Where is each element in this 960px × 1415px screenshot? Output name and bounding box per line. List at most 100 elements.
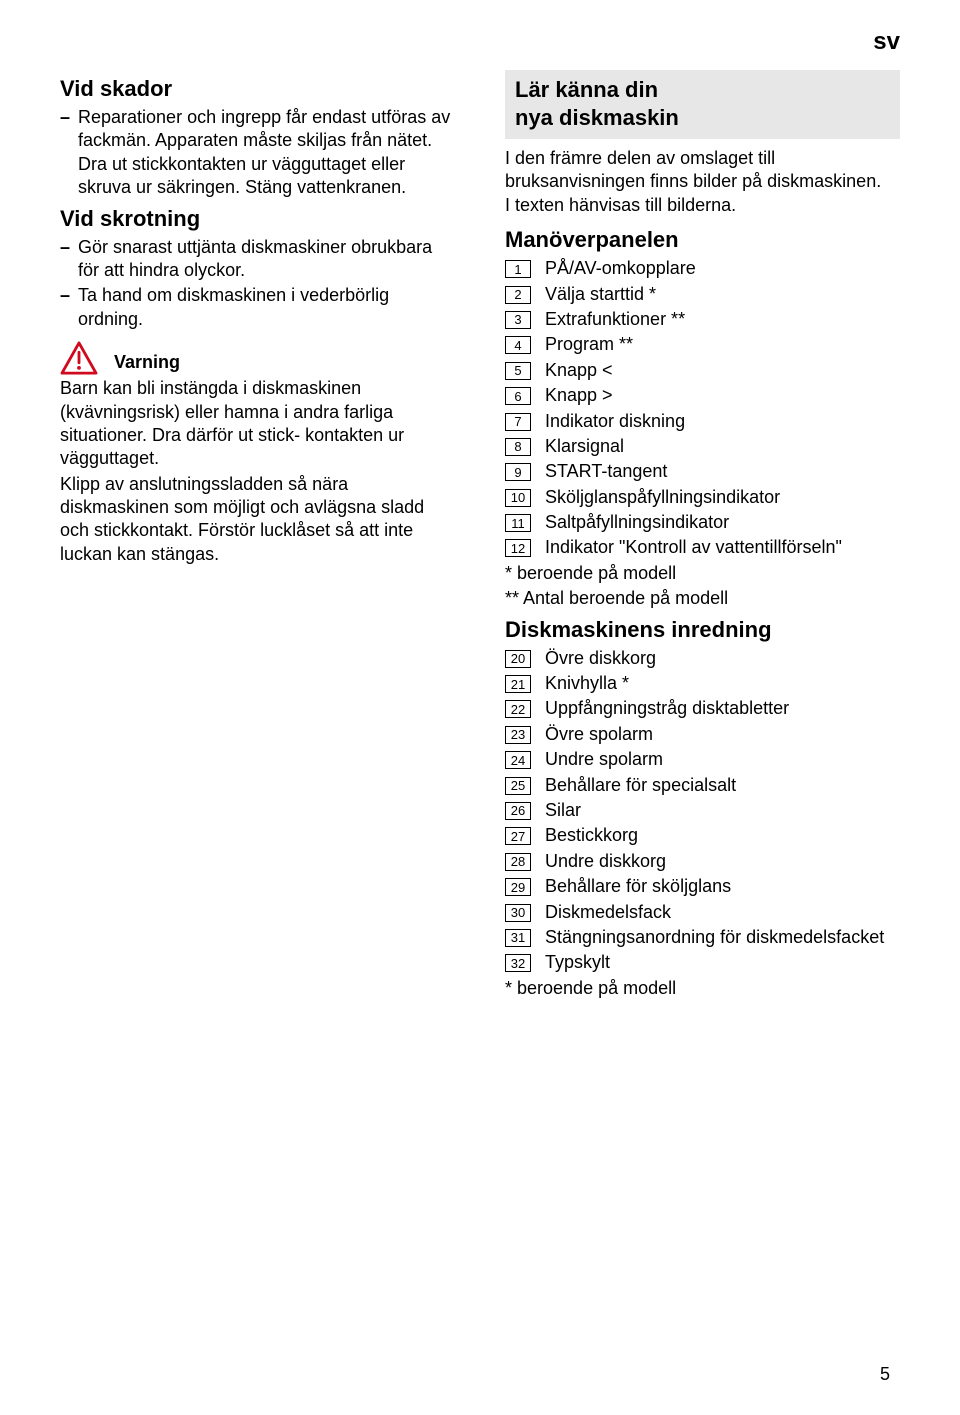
language-code: sv	[873, 28, 900, 56]
two-column-layout: Vid skador –Reparationer och ingrepp får…	[60, 70, 900, 1000]
number-box: 31	[505, 929, 531, 947]
numbered-label: Undre spolarm	[545, 748, 900, 771]
numbered-item: 10 Sköljglanspåfyllningsindikator	[505, 486, 900, 509]
numbered-list-panel: 1 PÅ/AV-omkopplare 2 Välja starttid *3Extra…	[505, 257, 900, 560]
numbered-item: 7 Indikator diskning	[505, 410, 900, 433]
numbered-label: Behållare för sköljglans	[545, 875, 900, 898]
bullet-item: –Ta hand om diskmaskinen i vederbörlig o…	[60, 284, 455, 331]
number-box: 5	[505, 362, 531, 380]
bullet-text: Reparationer och ingrepp får endast utfö…	[78, 106, 455, 200]
number-box: 10	[505, 489, 531, 507]
numbered-item: 21 Knivhylla *	[505, 672, 900, 695]
warning-header: Varning	[60, 341, 455, 375]
page-number: 5	[880, 1364, 890, 1385]
numbered-item: 25 Behållare för specialsalt	[505, 774, 900, 797]
numbered-item: 22 Uppfångningstråg disktabletter	[505, 697, 900, 720]
number-box: 20	[505, 650, 531, 668]
numbered-label: Behållare för specialsalt	[545, 774, 900, 797]
numbered-list-interior: 20Övre diskkorg 21 Knivhylla * 22 Uppfångnin…	[505, 647, 900, 975]
numbered-item: 6 Knapp >	[505, 384, 900, 407]
subheading-panel: Manöverpanelen	[505, 227, 900, 253]
numbered-label: Välja starttid *	[545, 283, 900, 306]
box-heading-line1: Lär känna din	[515, 76, 890, 104]
number-box: 6	[505, 387, 531, 405]
numbered-item: 9 START-tangent	[505, 460, 900, 483]
warning-label: Varning	[114, 352, 180, 375]
numbered-label: Knivhylla *	[545, 672, 900, 695]
warning-paragraph-2: Klipp av anslutningssladden så nära disk…	[60, 473, 455, 567]
footnote: * beroende på modell	[505, 977, 900, 1000]
number-box: 23	[505, 726, 531, 744]
section-heading-disposal: Vid skrotning	[60, 206, 455, 232]
number-box: 24	[505, 751, 531, 769]
numbered-item: 32 Typskylt	[505, 951, 900, 974]
number-box: 22	[505, 700, 531, 718]
dash-icon: –	[60, 284, 78, 331]
numbered-label: Knapp <	[545, 359, 900, 382]
number-box: 27	[505, 827, 531, 845]
numbered-label: Klarsignal	[545, 435, 900, 458]
number-box: 25	[505, 777, 531, 795]
dash-icon: –	[60, 106, 78, 200]
number-box: 11	[505, 514, 531, 532]
numbered-label: Typskylt	[545, 951, 900, 974]
numbered-item: 4Program **	[505, 333, 900, 356]
numbered-item: 8 Klarsignal	[505, 435, 900, 458]
numbered-label: Diskmedelsfack	[545, 901, 900, 924]
numbered-item: 26 Silar	[505, 799, 900, 822]
numbered-item: 24 Undre spolarm	[505, 748, 900, 771]
numbered-item: 11 Saltpåfyllningsindikator	[505, 511, 900, 534]
numbered-item: 28Undre diskkorg	[505, 850, 900, 873]
numbered-item: 3Extrafunktioner **	[505, 308, 900, 331]
number-box: 8	[505, 438, 531, 456]
numbered-label: Extrafunktioner **	[545, 308, 900, 331]
numbered-label: Silar	[545, 799, 900, 822]
warning-icon	[60, 341, 98, 375]
number-box: 29	[505, 878, 531, 896]
numbered-item: 27 Bestickkorg	[505, 824, 900, 847]
manual-page: sv Vid skador –Reparationer och ingrepp …	[0, 0, 960, 1415]
numbered-item: 5 Knapp <	[505, 359, 900, 382]
numbered-label: START-tangent	[545, 460, 900, 483]
numbered-label: Uppfångningstråg disktabletter	[545, 697, 900, 720]
numbered-label: Saltpåfyllningsindikator	[545, 511, 900, 534]
section-heading-damage: Vid skador	[60, 76, 455, 102]
numbered-label: Övre spolarm	[545, 723, 900, 746]
number-box: 30	[505, 904, 531, 922]
numbered-item: 20Övre diskkorg	[505, 647, 900, 670]
numbered-item: 23 Övre spolarm	[505, 723, 900, 746]
numbered-label: Stängningsanordning för diskmedelsfacket	[545, 926, 900, 949]
numbered-item: 12Indikator "Kontroll av vattentillförse…	[505, 536, 900, 559]
subheading-interior: Diskmaskinens inredning	[505, 617, 900, 643]
numbered-item: 2 Välja starttid *	[505, 283, 900, 306]
numbered-label: Sköljglanspåfyllningsindikator	[545, 486, 900, 509]
numbered-label: Knapp >	[545, 384, 900, 407]
bullet-list: –Reparationer och ingrepp får endast utf…	[60, 106, 455, 200]
intro-paragraph: I den främre delen av omslaget till bruk…	[505, 147, 900, 217]
numbered-label: Indikator "Kontroll av vattentillförseln…	[545, 536, 900, 559]
bullet-item: –Reparationer och ingrepp får endast utf…	[60, 106, 455, 200]
number-box: 21	[505, 675, 531, 693]
numbered-label: Indikator diskning	[545, 410, 900, 433]
box-heading-line2: nya diskmaskin	[515, 104, 890, 132]
bullet-text: Gör snarast uttjänta diskmaskiner obrukb…	[78, 236, 455, 283]
footnote: * beroende på modell	[505, 562, 900, 585]
numbered-item: 30 Diskmedelsfack	[505, 901, 900, 924]
bullet-list: –Gör snarast uttjänta diskmaskiner obruk…	[60, 236, 455, 332]
bullet-item: –Gör snarast uttjänta diskmaskiner obruk…	[60, 236, 455, 283]
dash-icon: –	[60, 236, 78, 283]
numbered-label: Undre diskkorg	[545, 850, 900, 873]
number-box: 26	[505, 802, 531, 820]
number-box: 9	[505, 463, 531, 481]
number-box: 1	[505, 260, 531, 278]
footnote: ** Antal beroende på modell	[505, 587, 900, 610]
numbered-item: 1 PÅ/AV-omkopplare	[505, 257, 900, 280]
number-box: 2	[505, 286, 531, 304]
number-box: 7	[505, 413, 531, 431]
numbered-item: 29 Behållare för sköljglans	[505, 875, 900, 898]
number-box: 4	[505, 336, 531, 354]
number-box: 32	[505, 954, 531, 972]
right-column: Lär känna din nya diskmaskin I den främr…	[505, 70, 900, 1000]
numbered-label: Bestickkorg	[545, 824, 900, 847]
numbered-label: PÅ/AV-omkopplare	[545, 257, 900, 280]
